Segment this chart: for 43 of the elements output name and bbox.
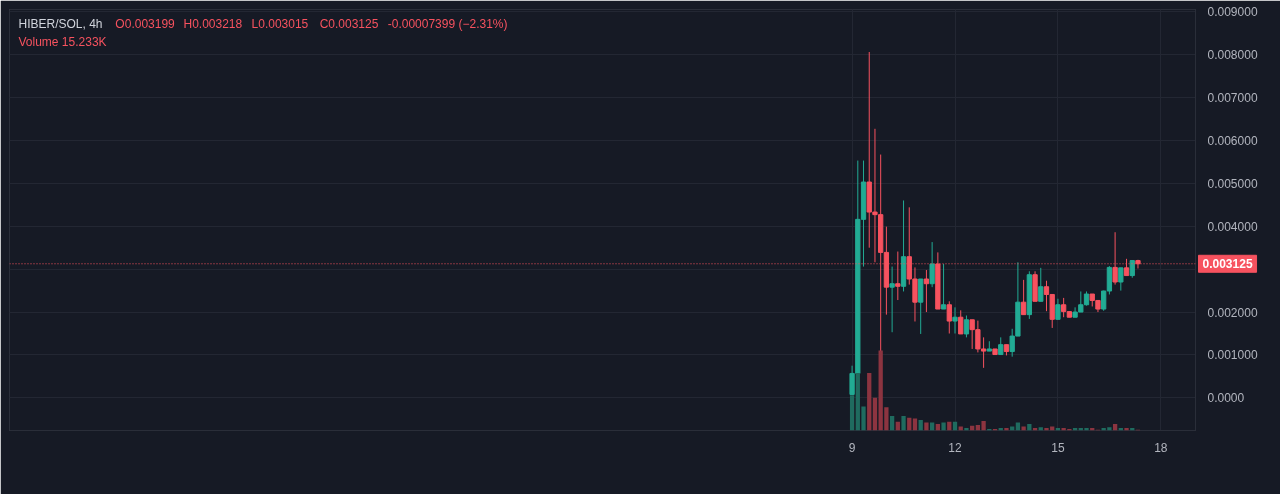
bar bbox=[924, 422, 929, 431]
annotation: H0.003218 bbox=[183, 16, 243, 31]
candlestick bbox=[889, 266, 895, 333]
y-tick-label: 0.0000 bbox=[1207, 391, 1245, 406]
y-tick-label: 0.001000 bbox=[1207, 348, 1258, 363]
y-tick-label: 0.009000 bbox=[1207, 5, 1258, 20]
ref-line-label: 0.003125 bbox=[1202, 257, 1253, 272]
bar bbox=[901, 416, 906, 431]
bar bbox=[1124, 428, 1129, 431]
candlestick bbox=[929, 241, 935, 288]
x-tick-label: 9 bbox=[848, 440, 856, 455]
candlestick bbox=[963, 314, 970, 338]
bar bbox=[872, 397, 878, 431]
annotation: O0.003199 bbox=[115, 16, 176, 31]
bar bbox=[1004, 428, 1009, 431]
x-tick-label: 18 bbox=[1154, 440, 1168, 455]
bar bbox=[889, 416, 895, 431]
text: HIBER/SOL, 4h bbox=[18, 16, 103, 31]
candlestick bbox=[1038, 267, 1044, 302]
candlestick bbox=[958, 309, 964, 335]
bar bbox=[867, 372, 872, 431]
annotation: Volume 15.233K bbox=[18, 34, 107, 49]
y-tick-label: 0.002000 bbox=[1207, 305, 1258, 320]
candlestick bbox=[918, 278, 924, 335]
annotation: L0.003015 bbox=[251, 16, 309, 31]
y-tick-label: 0.007000 bbox=[1207, 90, 1258, 105]
candlestick bbox=[946, 300, 952, 335]
candlestick bbox=[1055, 298, 1061, 320]
y-tick-label: 0.006000 bbox=[1207, 133, 1258, 148]
y-tick-label: 0.008000 bbox=[1207, 48, 1258, 63]
candlestick bbox=[1118, 267, 1124, 292]
candlestick bbox=[940, 263, 947, 310]
candlestick bbox=[1020, 279, 1027, 316]
y-tick-label: 0.005000 bbox=[1207, 176, 1258, 191]
x-tick-label: 12 bbox=[948, 440, 963, 455]
bar bbox=[941, 422, 946, 431]
annotation: C0.003125 bbox=[319, 16, 379, 31]
y-tick-label: 0.004000 bbox=[1207, 219, 1258, 234]
bar bbox=[964, 428, 969, 431]
annotation: -0.00007399 (−2.31%) bbox=[387, 16, 508, 31]
candlestick bbox=[923, 269, 930, 313]
candlestick bbox=[952, 306, 958, 335]
x-tick-label: 15 bbox=[1051, 440, 1065, 455]
